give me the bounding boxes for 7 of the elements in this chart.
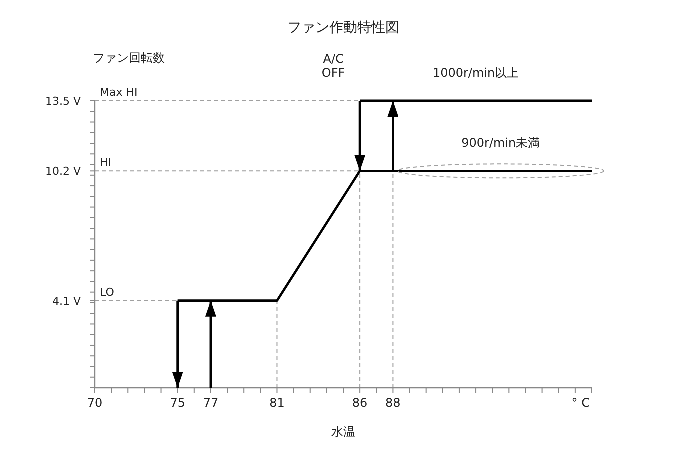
annotation: 900r/min未満 bbox=[462, 136, 540, 150]
annotation: 1000r/min以上 bbox=[432, 66, 520, 80]
title: ファン作動特性図 bbox=[288, 20, 400, 36]
annotation: ° C bbox=[572, 396, 590, 410]
ylabel: ファン回転数 bbox=[93, 51, 165, 65]
annotation: A/C OFF bbox=[322, 52, 346, 80]
xlabel: 水温 bbox=[332, 425, 356, 439]
